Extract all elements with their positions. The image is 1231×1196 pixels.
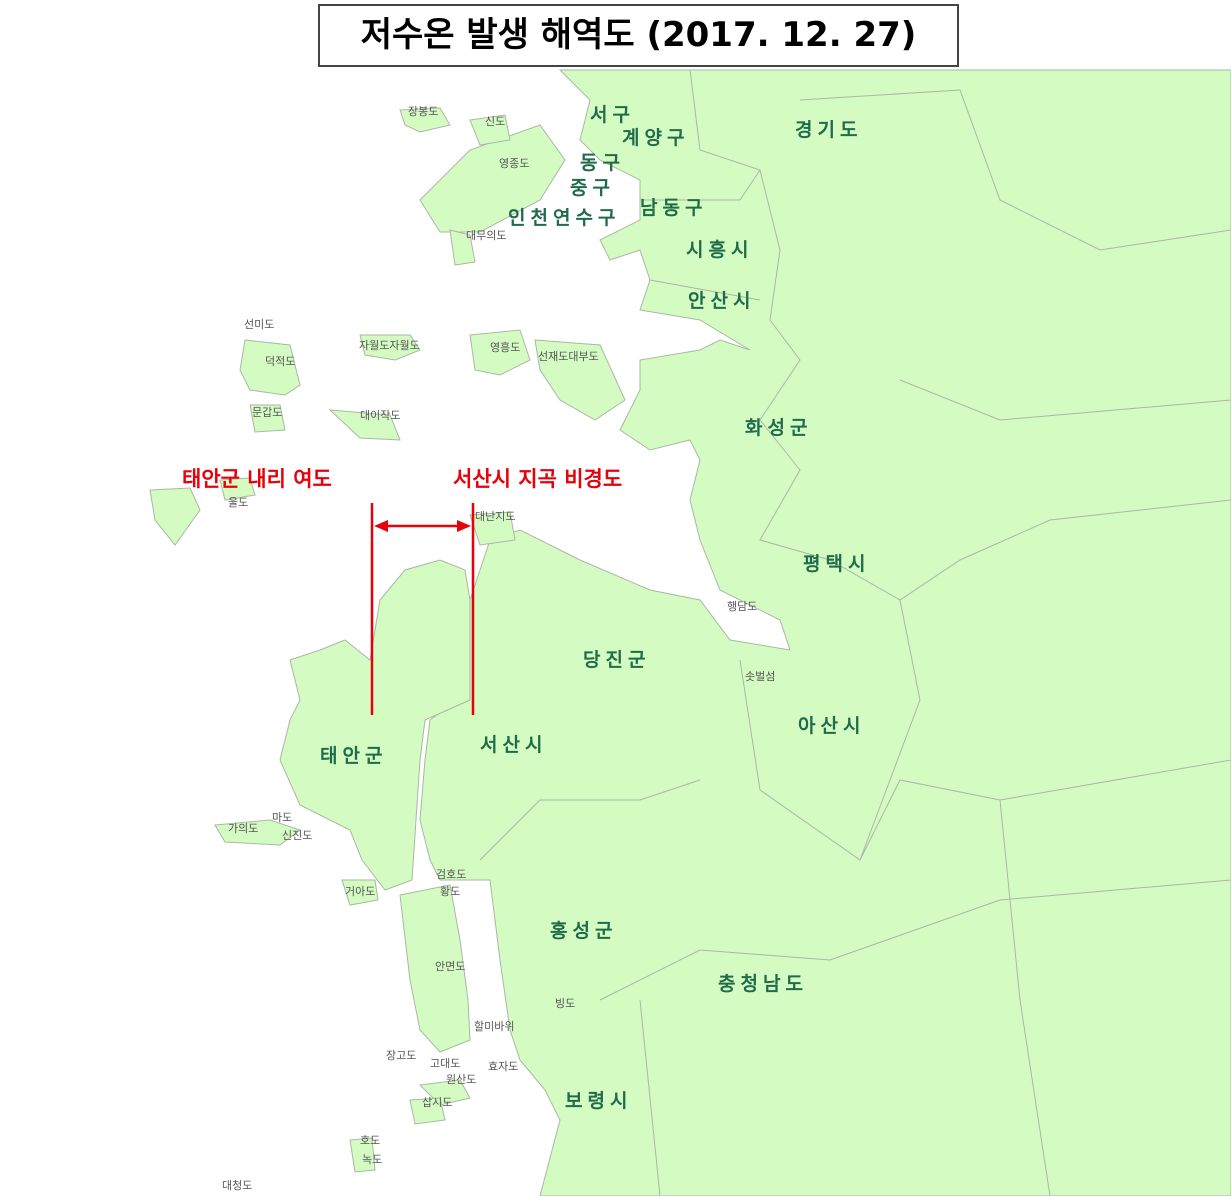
- island-label: 대이작도: [360, 409, 401, 422]
- island-shape: [239, 339, 301, 396]
- region-label: 충청남도: [718, 973, 808, 995]
- island-label: 원산도: [446, 1073, 477, 1086]
- island-label: 덕적도: [265, 355, 296, 368]
- island-shape: [249, 404, 286, 433]
- island-shape: [469, 511, 516, 546]
- island-label: 신도: [485, 115, 506, 128]
- island-label: 거아도: [345, 885, 376, 898]
- island-label: 장고도: [386, 1049, 417, 1062]
- anmyeon-island: [399, 884, 471, 1053]
- island-label: 가의도: [228, 822, 259, 835]
- island-label: 대난지도: [475, 510, 516, 523]
- island-label: 장봉도: [408, 105, 439, 118]
- region-label: 안산시: [688, 290, 756, 312]
- region-label: 남동구: [640, 197, 708, 219]
- island-label: 대청도: [222, 1179, 253, 1192]
- arrow-head-right: [457, 520, 471, 532]
- region-label: 경기도: [795, 119, 863, 141]
- region-label: 서산시: [480, 734, 548, 756]
- island-shape: [449, 229, 476, 266]
- map-title: 저수온 발생 해역도 (2017. 12. 27): [318, 4, 959, 67]
- island-label: 행담도: [727, 600, 758, 613]
- admin-boundaries: [479, 69, 1231, 1196]
- region-label: 당진군: [583, 649, 651, 671]
- island-label: 솟벌섬: [745, 670, 776, 683]
- island-label: 검호도: [436, 868, 467, 881]
- island-label: 빙도: [555, 997, 576, 1010]
- island-shape: [359, 334, 421, 361]
- island-label: 고대도: [430, 1057, 461, 1070]
- region-label: 서구: [590, 104, 635, 126]
- island-shape: [469, 114, 511, 146]
- island-shape: [341, 879, 379, 906]
- taean-peninsula: [279, 559, 471, 891]
- island-shape: [409, 1097, 446, 1125]
- region-label: 보령시: [565, 1090, 633, 1112]
- region-label: 계양구: [622, 127, 690, 149]
- island-label: 문갑도: [252, 406, 283, 419]
- island-label: 영흥도: [490, 341, 521, 354]
- region-label: 아산시: [798, 715, 866, 737]
- island-shape: [399, 107, 451, 133]
- island-label: 할미바위: [474, 1020, 515, 1033]
- region-label: 평택시: [803, 553, 871, 575]
- island-shape: [214, 819, 302, 846]
- region-label: 인천연수구: [508, 207, 621, 229]
- island-label: 신진도: [282, 829, 313, 842]
- island-shape: [328, 409, 401, 441]
- island-label: 삽시도: [422, 1096, 453, 1109]
- mainland: [419, 69, 1231, 1196]
- region-label: 홍성군: [550, 920, 618, 942]
- island-label: 효자도: [488, 1060, 519, 1073]
- arrow-head-left: [374, 520, 388, 532]
- island-label: 마도: [272, 811, 293, 824]
- region-label: 화성군: [745, 417, 813, 439]
- island-label: 안면도: [435, 960, 466, 973]
- region-label: 중구: [570, 177, 615, 199]
- island-label: 울도: [228, 496, 249, 509]
- island-label: 영종도: [499, 157, 530, 170]
- region-label: 동구: [580, 152, 625, 174]
- island-label: 선재도대부도: [538, 350, 599, 363]
- island-label: 선미도: [244, 318, 275, 331]
- island-shape: [219, 477, 256, 501]
- island-label: 녹도: [362, 1153, 383, 1166]
- yeongjong-island: [419, 124, 566, 233]
- island-shape: [469, 329, 531, 376]
- right-site-label: 서산시 지곡 비경도: [453, 467, 623, 491]
- island-shape: [149, 487, 201, 546]
- island-label: 호도: [360, 1134, 381, 1147]
- island-label: 자월도자월도: [359, 339, 420, 352]
- region-label: 태안군: [320, 745, 388, 767]
- island-label: 황도: [440, 885, 461, 898]
- island-shape: [349, 1137, 376, 1173]
- left-site-label: 태안군 내리 여도: [182, 467, 332, 491]
- island-shape: [534, 339, 626, 421]
- island-label: 대무의도: [466, 229, 507, 242]
- site-markers: [370, 503, 475, 715]
- region-label: 시흥시: [686, 239, 754, 261]
